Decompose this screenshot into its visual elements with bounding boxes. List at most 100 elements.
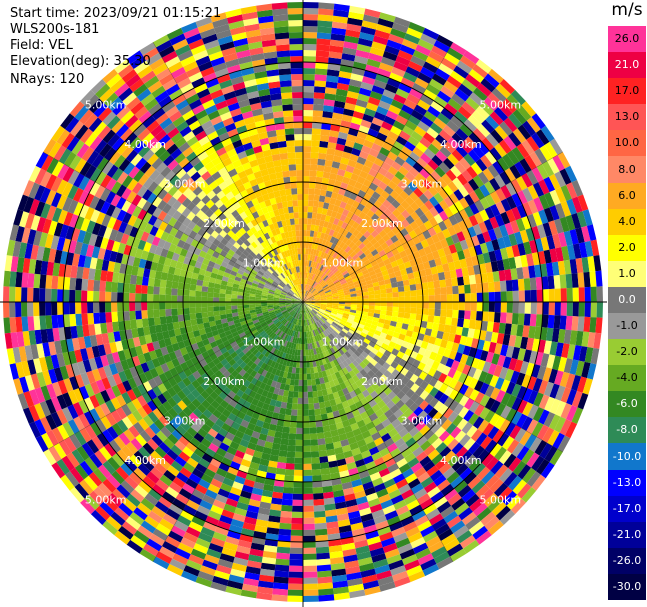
range-gate xyxy=(306,260,310,267)
range-gate xyxy=(175,334,184,343)
range-gate xyxy=(307,285,312,292)
range-gate xyxy=(337,168,346,177)
range-gate xyxy=(268,515,281,523)
range-gate xyxy=(181,386,192,397)
range-gate xyxy=(325,292,332,296)
range-gate xyxy=(258,433,268,442)
range-gate xyxy=(153,556,170,570)
range-gate xyxy=(395,399,405,410)
range-gate xyxy=(377,276,385,282)
range-gate xyxy=(486,321,494,333)
range-gate xyxy=(559,216,570,233)
range-gate xyxy=(320,304,327,307)
range-gate xyxy=(317,371,324,379)
range-gate xyxy=(486,271,494,283)
range-gate xyxy=(299,307,302,314)
range-gate xyxy=(89,453,103,469)
range-gate xyxy=(312,475,322,482)
range-gate xyxy=(519,431,532,446)
range-gate xyxy=(497,157,510,172)
range-gate xyxy=(294,451,303,458)
range-gate xyxy=(368,351,376,359)
range-gate xyxy=(437,272,446,281)
range-gate xyxy=(336,273,344,280)
range-gate xyxy=(527,404,539,420)
range-gate xyxy=(467,265,475,276)
range-gate xyxy=(342,314,349,320)
range-gate xyxy=(286,306,293,311)
range-gate xyxy=(447,543,464,557)
range-gate xyxy=(461,228,472,240)
range-gate xyxy=(238,376,247,385)
range-gate xyxy=(472,175,485,188)
range-gate xyxy=(39,315,47,330)
range-gate xyxy=(331,339,337,346)
range-gate xyxy=(361,328,369,335)
range-gate xyxy=(517,105,532,121)
range-gate xyxy=(231,331,239,338)
range-gate xyxy=(111,302,118,313)
range-gate xyxy=(303,451,312,458)
range-gate xyxy=(330,312,337,317)
range-gate xyxy=(213,287,221,294)
range-gate xyxy=(307,294,313,299)
range-gate xyxy=(313,306,320,310)
range-gate xyxy=(553,275,561,289)
range-gate xyxy=(516,204,528,219)
range-gate xyxy=(350,296,357,300)
range-gate xyxy=(234,475,246,485)
range-gate xyxy=(112,372,123,385)
range-gate xyxy=(319,318,326,324)
range-gate xyxy=(48,446,62,463)
range-gate xyxy=(532,182,545,198)
range-gate xyxy=(489,177,501,191)
range-gate xyxy=(269,312,276,317)
range-gate xyxy=(417,361,426,371)
range-gate xyxy=(453,189,465,201)
range-gate xyxy=(344,351,352,358)
range-gate xyxy=(240,589,258,599)
range-gate xyxy=(258,338,265,345)
range-gate xyxy=(286,402,293,410)
range-gate xyxy=(150,333,159,343)
range-gate xyxy=(442,263,450,273)
range-gate xyxy=(207,336,216,344)
range-gate xyxy=(152,528,168,542)
range-gate xyxy=(330,250,336,257)
range-gate xyxy=(126,539,143,554)
range-gate xyxy=(483,492,499,508)
range-gate xyxy=(560,302,567,316)
range-gate xyxy=(431,453,444,466)
range-gate xyxy=(45,288,52,302)
range-gate xyxy=(549,138,563,155)
range-gate xyxy=(332,112,343,121)
range-gate xyxy=(205,515,220,527)
range-gate xyxy=(288,571,303,578)
range-gate xyxy=(281,310,288,314)
range-gate xyxy=(375,245,384,253)
range-gate xyxy=(171,302,178,309)
range-gate xyxy=(93,312,101,324)
range-gate xyxy=(303,529,316,536)
range-gate xyxy=(394,423,405,434)
range-gate xyxy=(327,393,335,401)
range-gate xyxy=(75,313,83,326)
range-gate xyxy=(422,261,431,270)
range-gate xyxy=(451,93,466,107)
range-gate xyxy=(506,302,513,313)
range-gate xyxy=(147,302,154,311)
range-gate xyxy=(338,241,346,249)
range-gate xyxy=(291,303,298,307)
range-gate xyxy=(372,177,382,187)
range-gate xyxy=(137,463,151,476)
range-gate xyxy=(288,384,295,392)
range-gate xyxy=(374,302,381,307)
range-gate xyxy=(438,430,451,443)
range-gate xyxy=(465,355,475,367)
range-gate xyxy=(407,181,418,192)
range-gate xyxy=(309,433,318,440)
range-gate xyxy=(200,333,208,341)
range-gate xyxy=(317,334,323,341)
range-gate xyxy=(317,225,324,233)
range-gate xyxy=(303,331,305,338)
